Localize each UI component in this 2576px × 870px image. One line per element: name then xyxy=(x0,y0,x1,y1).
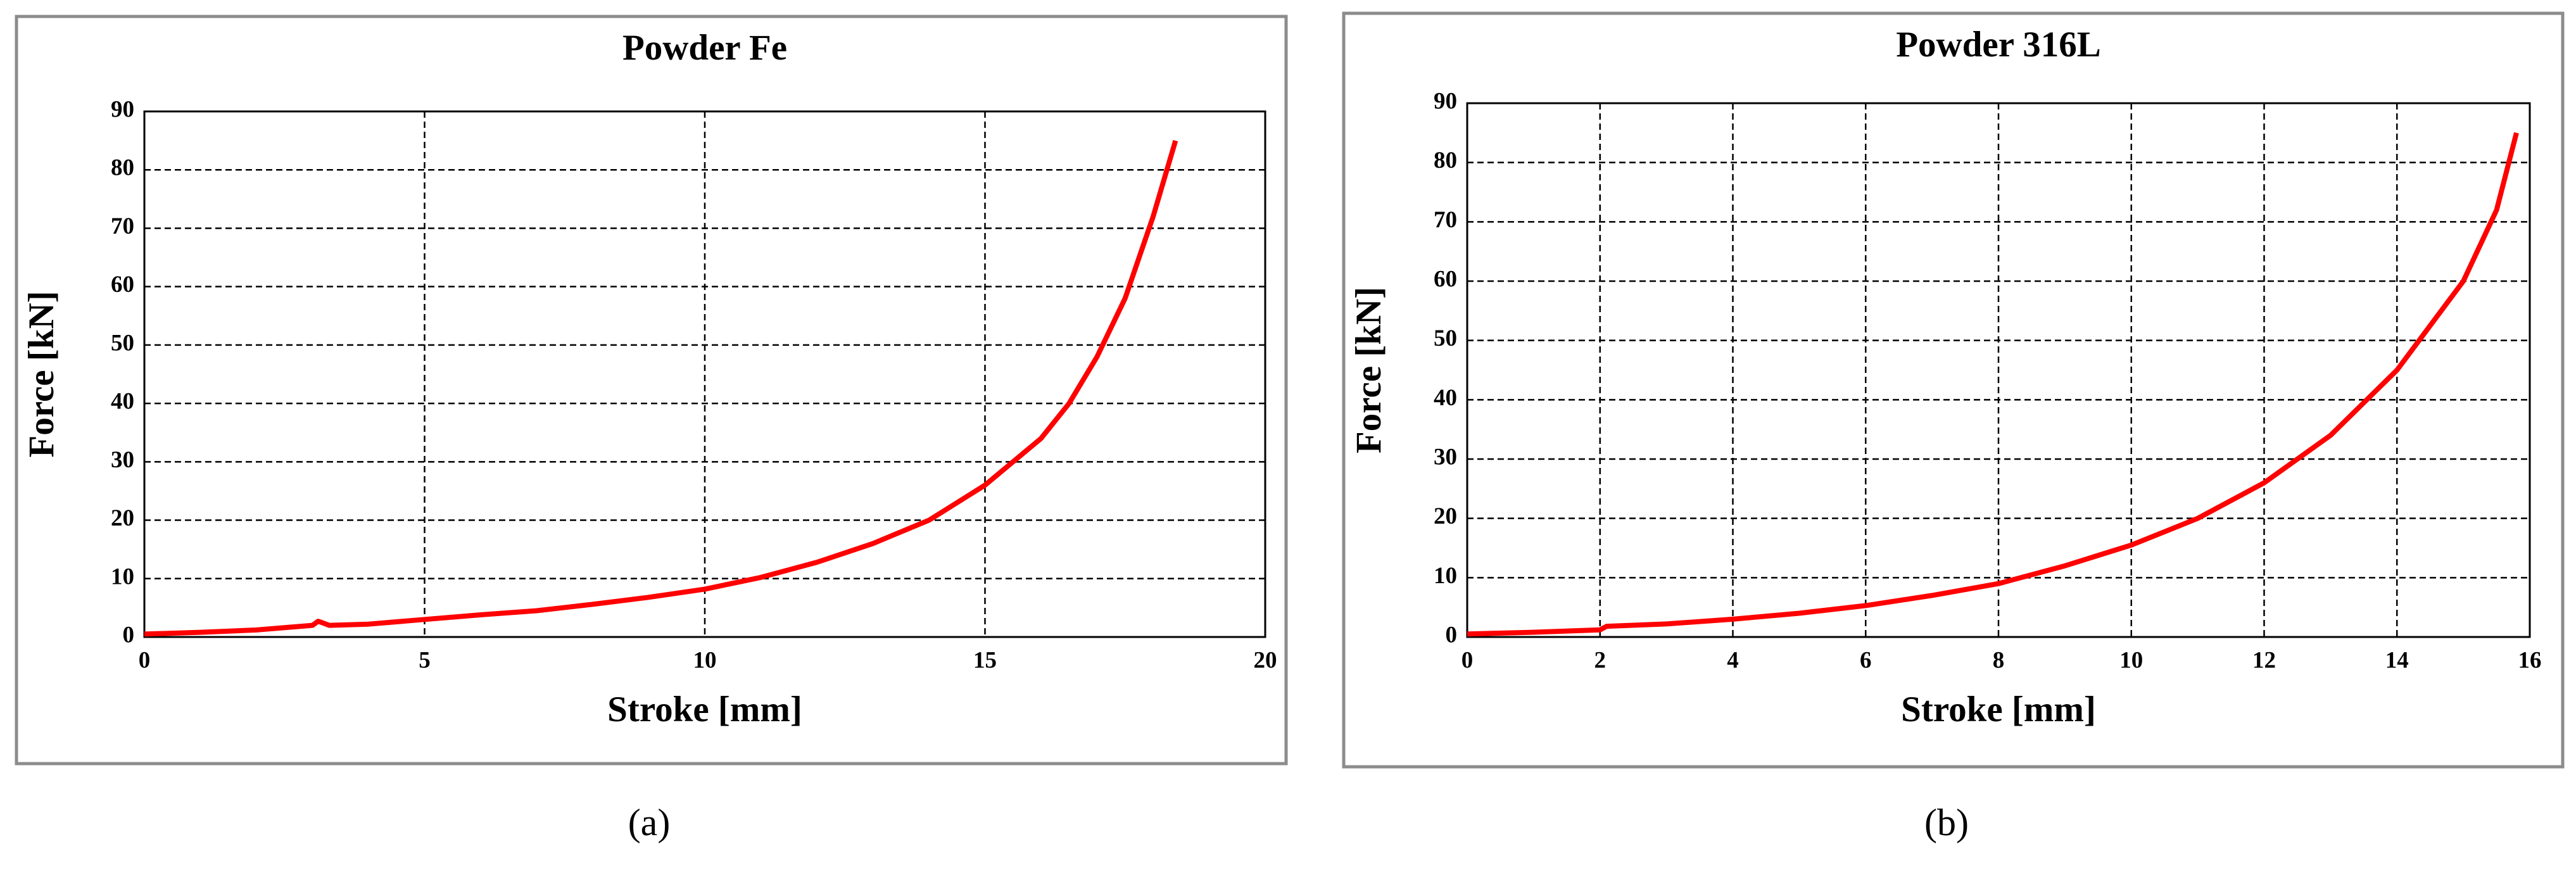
y-tick-label: 0 xyxy=(1446,622,1458,648)
y-tick-label: 80 xyxy=(111,155,134,181)
chart-border xyxy=(15,15,1288,766)
chart-border xyxy=(1342,11,2565,769)
chart-title: Powder Fe xyxy=(622,28,787,68)
x-tick-label: 10 xyxy=(2119,647,2143,673)
chart-title: Powder 316L xyxy=(1896,25,2101,65)
y-tick-label: 60 xyxy=(1434,266,1457,292)
y-tick-label: 50 xyxy=(111,330,134,356)
y-tick-label: 10 xyxy=(1434,563,1457,589)
y-axis-label: Force [kN] xyxy=(22,291,61,457)
caption: (b) xyxy=(1924,802,1969,843)
y-tick-label: 90 xyxy=(1434,88,1457,114)
y-tick-label: 40 xyxy=(111,389,134,415)
x-tick-label: 20 xyxy=(1254,647,1277,673)
y-tick-label: 0 xyxy=(123,622,135,648)
y-tick-label: 20 xyxy=(1434,503,1457,529)
x-tick-label: 15 xyxy=(973,647,997,673)
y-tick-label: 50 xyxy=(1434,325,1457,351)
chart-panel: 0 10 20 30 40 50 60 70 80 90 0 2 4 6 8 10 12 14 16 Powder 3… xyxy=(1342,11,2565,843)
y-tick-label: 20 xyxy=(111,505,134,531)
x-tick-label: 0 xyxy=(139,647,151,673)
x-tick-label: 6 xyxy=(1860,647,1872,673)
x-tick-label: 16 xyxy=(2518,647,2542,673)
y-tick-label: 70 xyxy=(1434,207,1457,233)
y-tick-label: 40 xyxy=(1434,385,1457,411)
y-tick-label: 90 xyxy=(111,96,134,122)
y-axis-label: Force [kN] xyxy=(1349,287,1389,453)
chart-panel: 0 10 20 30 40 50 60 70 80 90 0 5 10 15 20 Powder Fe Stro… xyxy=(15,15,1288,843)
y-tick-label: 30 xyxy=(111,447,134,473)
x-tick-label: 10 xyxy=(693,647,717,673)
x-tick-label: 14 xyxy=(2385,647,2409,673)
data-line xyxy=(144,139,1178,637)
plot-area xyxy=(143,110,1266,638)
x-tick-label: 5 xyxy=(419,647,431,673)
x-tick-label: 8 xyxy=(1993,647,2005,673)
y-tick-label: 10 xyxy=(111,564,134,589)
y-tick-label: 30 xyxy=(1434,444,1457,470)
data-line xyxy=(1467,132,2519,637)
y-tick-label: 60 xyxy=(111,272,134,298)
caption: (a) xyxy=(628,802,671,843)
x-axis-label: Stroke [mm] xyxy=(607,690,802,729)
x-tick-label: 12 xyxy=(2252,647,2276,673)
x-tick-label: 4 xyxy=(1727,647,1739,673)
y-tick-label: 70 xyxy=(111,213,134,239)
x-axis-label: Stroke [mm] xyxy=(1901,690,2096,729)
plot-area xyxy=(1466,102,2531,638)
x-tick-label: 0 xyxy=(1462,647,1474,673)
y-tick-label: 80 xyxy=(1434,148,1457,173)
x-tick-label: 2 xyxy=(1594,647,1607,673)
